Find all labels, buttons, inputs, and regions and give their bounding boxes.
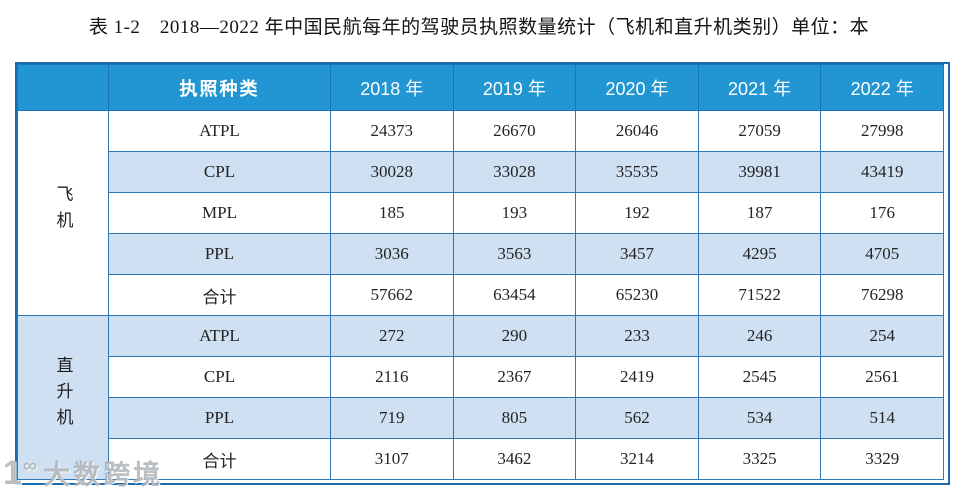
value-cell: 3462	[452, 438, 577, 480]
value-cell: 187	[697, 192, 822, 234]
value-cell: 534	[697, 397, 822, 439]
value-cell: 2367	[452, 356, 577, 398]
value-cell: 3036	[330, 233, 454, 275]
value-cell: 3107	[330, 438, 454, 480]
value-cell: 4295	[697, 233, 822, 275]
table-caption: 表 1-2 2018—2022 年中国民航每年的驾驶员执照数量统计（飞机和直升机…	[88, 17, 870, 38]
col-header-2022: 2022 年	[820, 64, 944, 111]
value-cell: 3325	[697, 438, 822, 480]
value-cell: 24373	[330, 110, 454, 152]
value-cell: 76298	[820, 274, 944, 316]
value-cell: 39981	[697, 151, 822, 193]
value-cell: 192	[575, 192, 699, 234]
corner-cell	[17, 64, 109, 111]
group-label-airplane: 飞机	[53, 184, 73, 237]
value-cell: 3329	[820, 438, 944, 480]
value-cell: 2419	[575, 356, 699, 398]
value-cell: 290	[452, 315, 577, 357]
value-cell: 3214	[575, 438, 699, 480]
license-cell: PPL	[108, 233, 331, 275]
group-cell-helicopter: 直升机	[17, 315, 109, 480]
value-cell: 185	[330, 192, 454, 234]
value-cell: 272	[330, 315, 454, 357]
value-cell: 65230	[575, 274, 699, 316]
value-cell: 43419	[820, 151, 944, 193]
value-cell: 2116	[330, 356, 454, 398]
value-cell: 33028	[452, 151, 577, 193]
license-stats-table: 执照种类 2018 年 2019 年 2020 年 2021 年 2022 年 …	[17, 64, 944, 480]
value-cell: 4705	[820, 233, 944, 275]
license-cell: MPL	[108, 192, 331, 234]
value-cell: 2561	[820, 356, 944, 398]
value-cell: 26046	[575, 110, 699, 152]
license-cell: ATPL	[108, 110, 331, 152]
value-cell: 26670	[452, 110, 577, 152]
table-row: 合计 57662 63454 65230 71522 76298	[18, 274, 944, 316]
value-cell: 719	[330, 397, 454, 439]
value-cell: 562	[575, 397, 699, 439]
value-cell: 3457	[575, 233, 699, 275]
table-row: PPL 3036 3563 3457 4295 4705	[18, 233, 944, 275]
col-header-2021: 2021 年	[697, 64, 822, 111]
value-cell: 233	[575, 315, 699, 357]
value-cell: 71522	[697, 274, 822, 316]
table-row: MPL 185 193 192 187 176	[18, 192, 944, 234]
col-header-license-type: 执照种类	[108, 64, 331, 111]
col-header-2020: 2020 年	[575, 64, 699, 111]
table-row: 飞机 ATPL 24373 26670 26046 27059 27998	[17, 110, 944, 316]
table-container: 执照种类 2018 年 2019 年 2020 年 2021 年 2022 年 …	[15, 62, 950, 485]
value-cell: 3563	[452, 233, 577, 275]
table-row: 合计 3107 3462 3214 3325 3329	[18, 438, 944, 480]
license-cell: CPL	[108, 356, 331, 398]
value-cell: 63454	[452, 274, 577, 316]
value-cell: 27059	[697, 110, 822, 152]
value-cell: 2545	[697, 356, 822, 398]
value-cell: 246	[697, 315, 822, 357]
license-cell: ATPL	[108, 315, 331, 357]
value-cell: 57662	[330, 274, 454, 316]
value-cell: 514	[820, 397, 944, 439]
group-label-helicopter: 直升机	[53, 356, 73, 434]
license-cell: 合计	[108, 438, 331, 480]
table-row: CPL 30028 33028 35535 39981 43419	[18, 151, 944, 193]
value-cell: 35535	[575, 151, 699, 193]
table-row: PPL 719 805 562 534 514	[18, 397, 944, 439]
value-cell: 27998	[820, 110, 944, 152]
value-cell: 805	[452, 397, 577, 439]
group-cell-airplane: 飞机	[17, 110, 109, 316]
value-cell: 30028	[330, 151, 454, 193]
license-cell: CPL	[108, 151, 331, 193]
col-header-2019: 2019 年	[452, 64, 577, 111]
table-row: CPL 2116 2367 2419 2545 2561	[18, 356, 944, 398]
value-cell: 193	[452, 192, 577, 234]
col-header-2018: 2018 年	[330, 64, 454, 111]
license-cell: PPL	[108, 397, 331, 439]
table-row: 直升机 ATPL 272 290 233 246 254	[17, 315, 944, 480]
license-cell: 合计	[108, 274, 331, 316]
value-cell: 176	[820, 192, 944, 234]
value-cell: 254	[820, 315, 944, 357]
header-row: 执照种类 2018 年 2019 年 2020 年 2021 年 2022 年	[17, 64, 944, 111]
